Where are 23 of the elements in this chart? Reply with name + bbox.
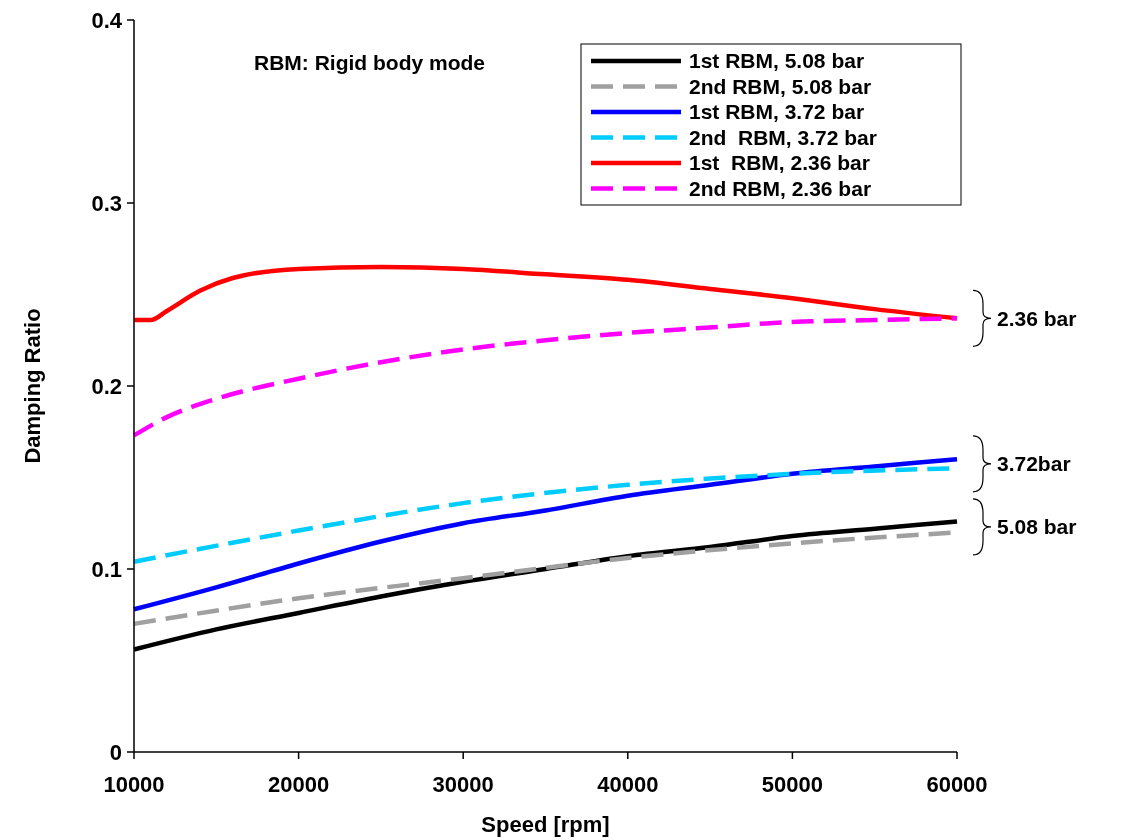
legend-label: 2nd RBM, 2.36 bar bbox=[689, 176, 872, 200]
x-axis-title: Speed [rpm] bbox=[481, 812, 610, 837]
legend-label: 2nd RBM, 5.08 bar bbox=[689, 74, 872, 98]
x-tick-label: 30000 bbox=[432, 772, 494, 797]
legend-label: 1st RBM, 5.08 bar bbox=[689, 49, 865, 73]
text: 5.08 bar bbox=[997, 515, 1077, 539]
text: 2.36 bar bbox=[997, 306, 1077, 330]
y-tick-label: 0.4 bbox=[91, 7, 123, 33]
x-tick-label: 50000 bbox=[761, 772, 823, 797]
y-axis-title: Damping Ratio bbox=[20, 308, 45, 464]
annotation: RBM: Rigid body mode bbox=[254, 51, 485, 74]
y-tick-label: 0 bbox=[109, 739, 122, 765]
x-tick-label: 20000 bbox=[268, 772, 330, 797]
legend-label: 2nd RBM, 3.72 bar bbox=[689, 125, 877, 149]
legend-label: 1st RBM, 3.72 bar bbox=[689, 100, 865, 124]
y-tick-label: 0.3 bbox=[91, 190, 122, 216]
y-tick-label: 0.1 bbox=[91, 556, 122, 582]
y-tick-label: 0.2 bbox=[91, 373, 122, 399]
x-tick-label: 10000 bbox=[103, 772, 165, 797]
x-tick-label: 60000 bbox=[926, 772, 988, 797]
text: 3.72bar bbox=[997, 452, 1071, 476]
x-tick-label: 40000 bbox=[597, 772, 659, 797]
legend-label: 1st RBM, 2.36 bar bbox=[689, 151, 870, 175]
